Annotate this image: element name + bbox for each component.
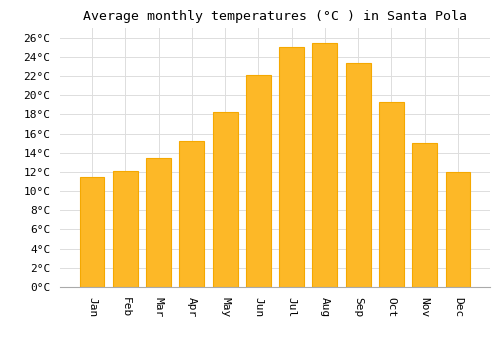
Bar — [113, 171, 138, 287]
Bar — [379, 102, 404, 287]
Bar — [279, 47, 304, 287]
Bar — [312, 43, 338, 287]
Bar — [446, 172, 470, 287]
Bar — [346, 63, 370, 287]
Bar — [180, 141, 204, 287]
Bar — [412, 143, 437, 287]
Bar — [80, 177, 104, 287]
Bar — [246, 75, 271, 287]
Bar — [146, 159, 171, 287]
Title: Average monthly temperatures (°C ) in Santa Pola: Average monthly temperatures (°C ) in Sa… — [83, 10, 467, 23]
Bar — [212, 112, 238, 287]
